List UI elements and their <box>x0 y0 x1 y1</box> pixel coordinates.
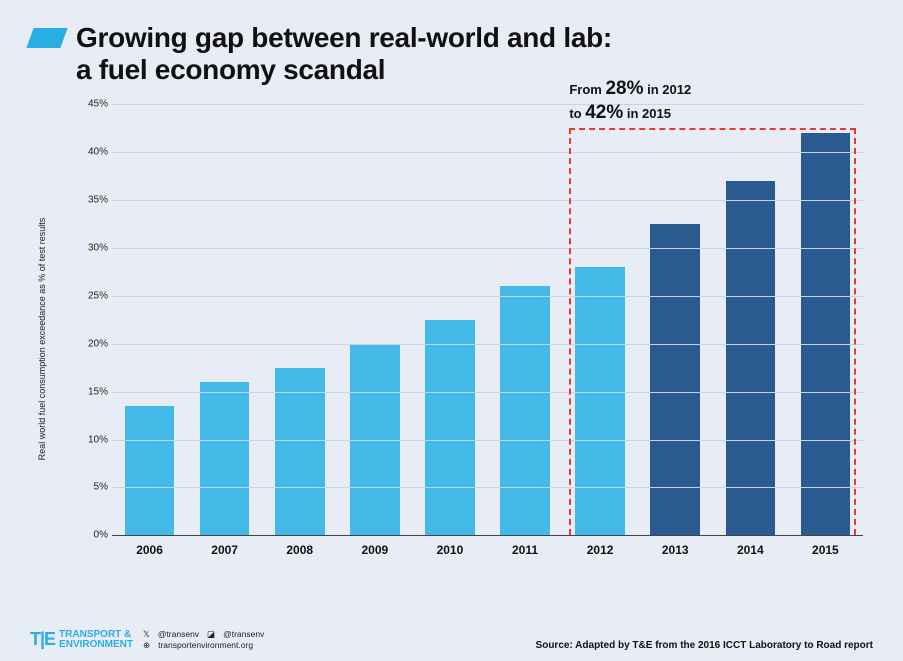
bar-slot: 2012 <box>563 104 638 535</box>
facebook-icon: ◪ <box>207 629 215 640</box>
gridline <box>112 104 863 105</box>
y-axis-label: Real world fuel consumption exceedance a… <box>37 218 47 461</box>
bar-slot: 2007 <box>187 104 262 535</box>
y-tick-label: 15% <box>76 386 108 397</box>
y-tick-label: 45% <box>76 99 108 110</box>
bar-slot: 2009 <box>337 104 412 535</box>
source-citation: Source: Adapted by T&E from the 2016 ICC… <box>536 640 873 651</box>
logo-text-line2: ENVIRONMENT <box>59 640 133 650</box>
bar-slot: 2006 <box>112 104 187 535</box>
bar-slot: 2015 <box>788 104 863 535</box>
y-tick-label: 35% <box>76 195 108 206</box>
y-tick-label: 0% <box>76 530 108 541</box>
bar <box>125 406 175 535</box>
logo: T|E TRANSPORT & ENVIRONMENT <box>30 629 133 650</box>
x-tick-label: 2014 <box>713 543 788 557</box>
bar-slot: 2014 <box>713 104 788 535</box>
bar-slot: 2010 <box>412 104 487 535</box>
branding-block: T|E TRANSPORT & ENVIRONMENT 𝕏 @transenv … <box>30 629 264 651</box>
x-tick-label: 2006 <box>112 543 187 557</box>
gridline <box>112 392 863 393</box>
title-marker-icon <box>26 28 67 48</box>
footer: T|E TRANSPORT & ENVIRONMENT 𝕏 @transenv … <box>30 629 873 651</box>
x-tick-label: 2007 <box>187 543 262 557</box>
y-tick-label: 40% <box>76 147 108 158</box>
x-tick-label: 2011 <box>487 543 562 557</box>
gridline <box>112 200 863 201</box>
x-tick-label: 2012 <box>563 543 638 557</box>
x-tick-label: 2008 <box>262 543 337 557</box>
y-tick-label: 25% <box>76 290 108 301</box>
twitter-handle: @transenv <box>158 629 199 640</box>
chart-container: Growing gap between real-world and lab:a… <box>0 0 903 661</box>
gridline <box>112 487 863 488</box>
y-tick-label: 5% <box>76 482 108 493</box>
gridline <box>112 440 863 441</box>
bar-slot: 2011 <box>487 104 562 535</box>
chart-title: Growing gap between real-world and lab:a… <box>76 22 612 86</box>
plot-region: 2006200720082009201020112012201320142015… <box>112 104 863 536</box>
bar-slot: 2013 <box>638 104 713 535</box>
annotation-text: From 28% in 2012to 42% in 2015 <box>569 77 691 125</box>
x-tick-label: 2009 <box>337 543 412 557</box>
bar <box>275 368 325 536</box>
gridline <box>112 344 863 345</box>
gridline <box>112 248 863 249</box>
globe-icon: ⊕ <box>143 640 150 651</box>
bar <box>801 133 851 535</box>
social-links: 𝕏 @transenv ◪ @transenv ⊕ transportenvir… <box>143 629 264 651</box>
twitter-icon: 𝕏 <box>143 629 150 640</box>
y-tick-label: 20% <box>76 338 108 349</box>
bar <box>650 224 700 535</box>
y-tick-label: 10% <box>76 434 108 445</box>
title-row: Growing gap between real-world and lab:a… <box>30 22 873 86</box>
bar <box>726 181 776 535</box>
logo-mark-icon: T|E <box>30 629 55 650</box>
website-url: transportenvironment.org <box>158 640 253 651</box>
x-tick-label: 2015 <box>788 543 863 557</box>
x-tick-label: 2010 <box>412 543 487 557</box>
gridline <box>112 152 863 153</box>
chart-area: Real world fuel consumption exceedance a… <box>70 104 863 564</box>
bar <box>575 267 625 535</box>
facebook-handle: @transenv <box>223 629 264 640</box>
bars-group: 2006200720082009201020112012201320142015 <box>112 104 863 535</box>
gridline <box>112 296 863 297</box>
bar-slot: 2008 <box>262 104 337 535</box>
x-tick-label: 2013 <box>638 543 713 557</box>
bar <box>425 320 475 536</box>
y-tick-label: 30% <box>76 243 108 254</box>
bar <box>500 286 550 535</box>
bar <box>200 382 250 535</box>
